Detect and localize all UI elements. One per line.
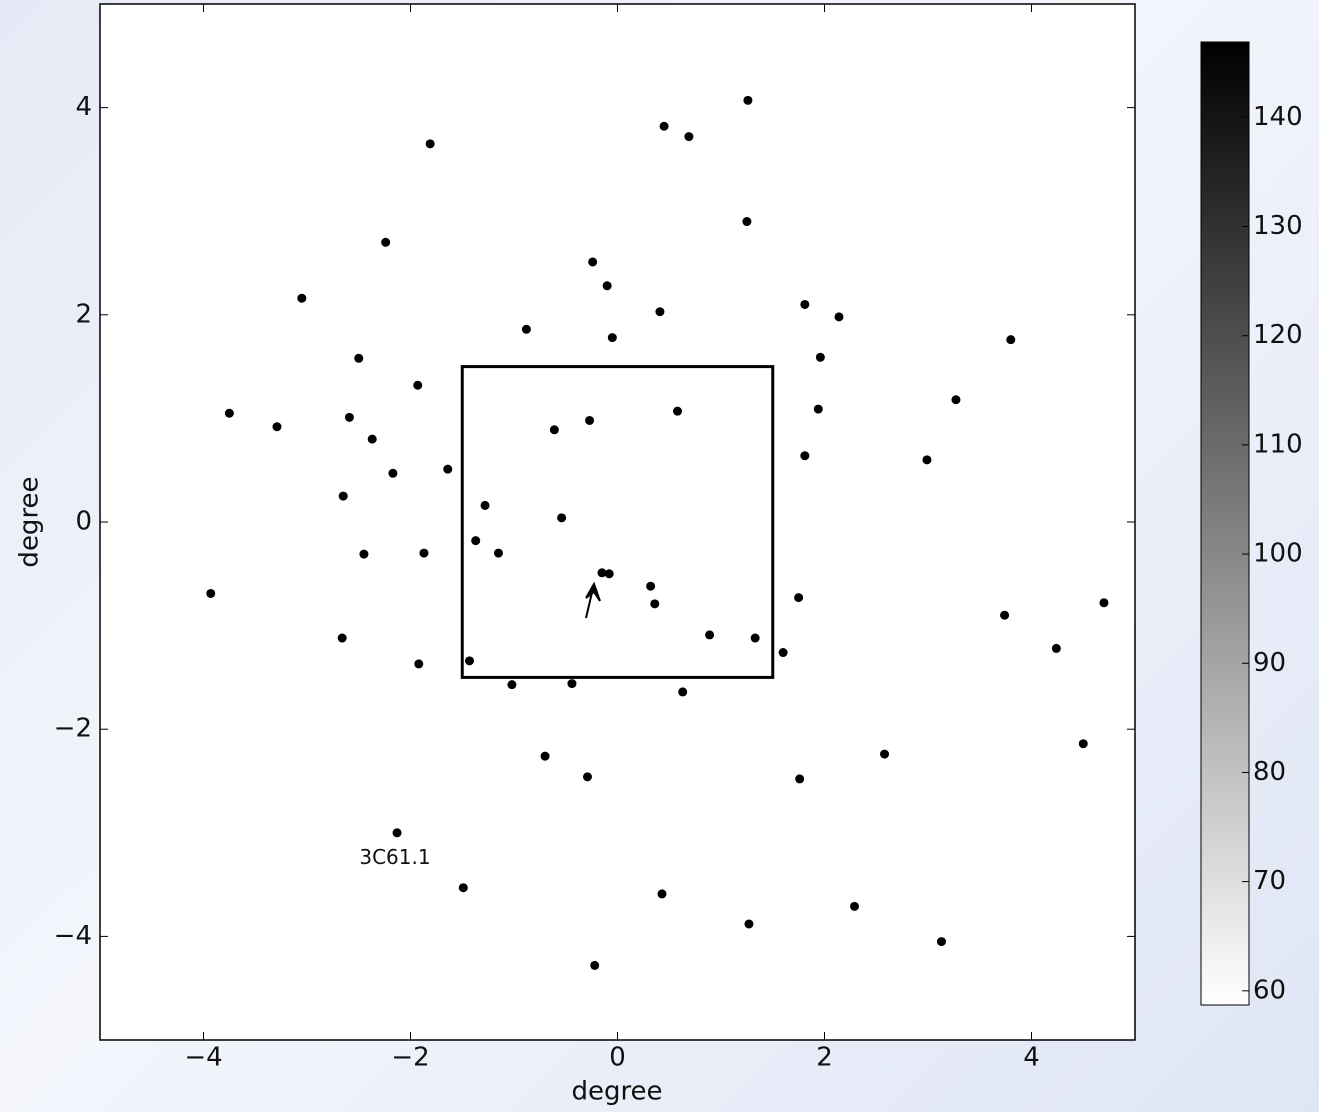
source <box>345 413 354 422</box>
source <box>388 469 397 478</box>
source <box>522 325 531 334</box>
source <box>471 536 480 545</box>
source <box>225 409 234 418</box>
source <box>655 307 664 316</box>
source <box>272 422 281 431</box>
colorbar-tick-label: 100 <box>1253 539 1303 569</box>
y-tick-label: 2 <box>75 299 92 329</box>
source <box>850 902 859 911</box>
source <box>751 634 760 643</box>
annotation: 3C61.1 <box>359 845 430 869</box>
source <box>742 217 751 226</box>
plot-area <box>100 4 1135 1040</box>
source <box>541 752 550 761</box>
source <box>297 294 306 303</box>
source <box>339 492 348 501</box>
source <box>1099 598 1108 607</box>
source <box>368 435 377 444</box>
source <box>937 937 946 946</box>
colorbar-tick-label: 140 <box>1253 102 1303 132</box>
source <box>481 501 490 510</box>
colorbar-tick-label: 70 <box>1253 866 1286 896</box>
y-tick-label: −4 <box>54 921 92 951</box>
source <box>393 828 402 837</box>
colorbar-tick-label: 130 <box>1253 211 1303 241</box>
source <box>684 132 693 141</box>
y-tick-label: 4 <box>75 92 92 122</box>
source <box>816 353 825 362</box>
source <box>800 451 809 460</box>
source <box>646 582 655 591</box>
x-tick-label: 0 <box>609 1043 626 1073</box>
y-tick-label: −2 <box>54 714 92 744</box>
source <box>1006 335 1015 344</box>
chart: degree degree −4 −2 0 2 4 −4 −2 0 2 4 3C61.1 60 70 80… <box>0 0 1319 1112</box>
y-axis-label: degree <box>15 476 45 567</box>
y-tick-label: 0 <box>75 507 92 537</box>
source <box>650 599 659 608</box>
colorbar-tick-label: 60 <box>1253 975 1286 1005</box>
x-axis-label: degree <box>571 1077 662 1107</box>
source <box>800 300 809 309</box>
source <box>206 589 215 598</box>
source <box>585 416 594 425</box>
source <box>583 772 592 781</box>
source <box>588 257 597 266</box>
source <box>743 96 752 105</box>
source <box>795 774 804 783</box>
source <box>794 593 803 602</box>
source <box>590 961 599 970</box>
colorbar-tick-label: 120 <box>1253 320 1303 350</box>
source <box>443 465 452 474</box>
colorbar <box>1201 42 1249 1005</box>
source <box>567 679 576 688</box>
colorbar-tick-label: 110 <box>1253 429 1303 459</box>
page: degree degree −4 −2 0 2 4 −4 −2 0 2 4 3C61.1 60 70 80… <box>0 0 1319 1112</box>
source <box>1000 611 1009 620</box>
source <box>359 550 368 559</box>
source <box>705 630 714 639</box>
source <box>922 455 931 464</box>
source <box>459 883 468 892</box>
source <box>414 659 423 668</box>
source <box>1079 739 1088 748</box>
x-tick-label: −2 <box>391 1043 429 1073</box>
source <box>658 889 667 898</box>
source <box>338 634 347 643</box>
source <box>678 687 687 696</box>
source <box>557 513 566 522</box>
source <box>608 333 617 342</box>
source <box>413 381 422 390</box>
source <box>779 648 788 657</box>
source <box>603 281 612 290</box>
source <box>673 407 682 416</box>
source <box>744 919 753 928</box>
colorbar-tick-label: 90 <box>1253 648 1286 678</box>
source <box>507 680 516 689</box>
source <box>465 656 474 665</box>
source <box>814 405 823 414</box>
source <box>419 549 428 558</box>
source <box>834 312 843 321</box>
x-tick-label: 2 <box>816 1043 833 1073</box>
source <box>660 122 669 131</box>
source <box>1052 644 1061 653</box>
source <box>951 395 960 404</box>
source <box>426 139 435 148</box>
x-tick-label: −4 <box>184 1043 222 1073</box>
source <box>605 569 614 578</box>
source <box>381 238 390 247</box>
source <box>550 425 559 434</box>
colorbar-tick-label: 80 <box>1253 757 1286 787</box>
source <box>880 750 889 759</box>
source <box>494 549 503 558</box>
source <box>354 354 363 363</box>
x-tick-label: 4 <box>1023 1043 1040 1073</box>
